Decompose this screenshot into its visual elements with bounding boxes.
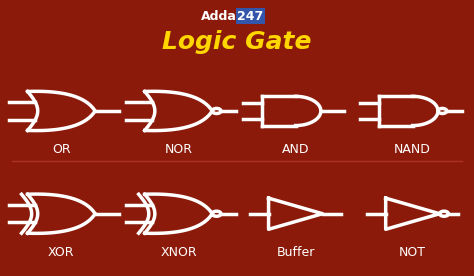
Text: Logic Gate: Logic Gate [162, 30, 312, 54]
Text: XOR: XOR [48, 246, 74, 259]
Text: Adda: Adda [201, 10, 237, 23]
Text: 247: 247 [237, 10, 263, 23]
Text: AND: AND [282, 143, 310, 156]
Text: NAND: NAND [394, 143, 431, 156]
Text: XNOR: XNOR [160, 246, 197, 259]
Text: Buffer: Buffer [276, 246, 315, 259]
Text: OR: OR [52, 143, 71, 156]
Text: NOR: NOR [164, 143, 192, 156]
Text: NOT: NOT [399, 246, 426, 259]
